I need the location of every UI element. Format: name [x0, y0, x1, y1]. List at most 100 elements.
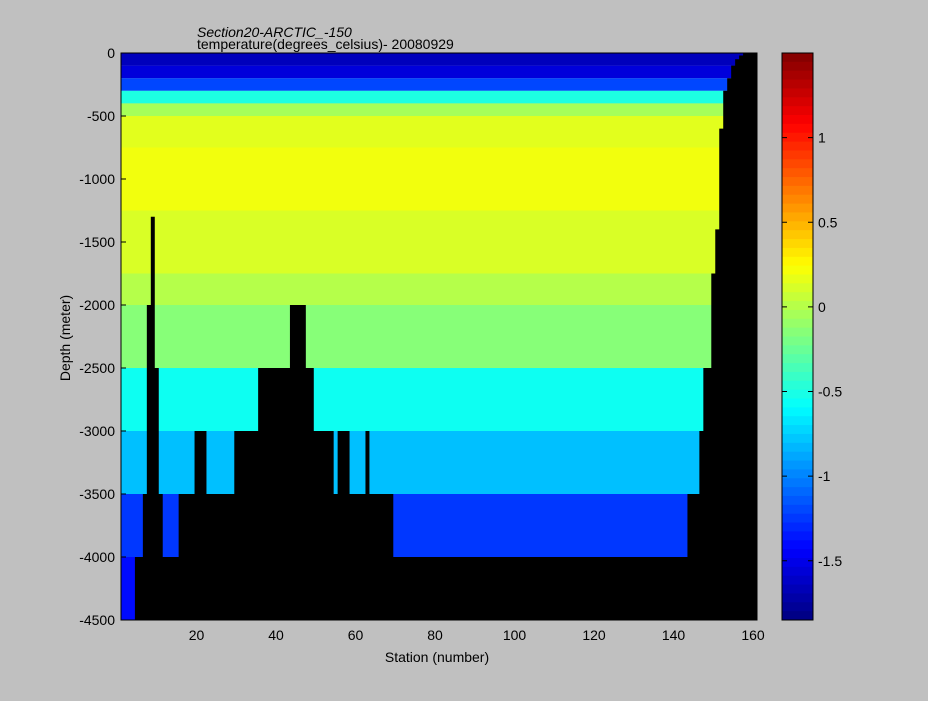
- colorbar-swatch: [782, 177, 813, 187]
- colorbar-swatch: [782, 185, 813, 196]
- y-tick-label: -1500: [79, 234, 115, 250]
- colorbar-swatch: [782, 301, 813, 311]
- colorbar-tick-label: 0: [818, 299, 826, 315]
- colorbar-swatch: [782, 106, 813, 116]
- colorbar-swatch: [782, 593, 813, 603]
- colorbar-swatch: [782, 212, 813, 222]
- y-axis-label: Depth (meter): [57, 295, 73, 381]
- colorbar-swatch: [782, 487, 813, 497]
- colorbar-swatch: [782, 168, 813, 178]
- chart-subtitle: temperature(degrees_celsius)- 20080929: [197, 36, 454, 52]
- x-tick-label: 120: [582, 627, 606, 643]
- plot-area: [120, 52, 758, 621]
- temperature-layer: [121, 90, 757, 104]
- colorbar-swatch: [782, 557, 813, 568]
- colorbar-swatch: [782, 239, 813, 249]
- colorbar-tick-label: 0.5: [818, 214, 838, 230]
- colorbar-swatch: [782, 53, 813, 63]
- x-tick-label: 160: [741, 627, 765, 643]
- colorbar-tick-label: 1: [818, 130, 826, 146]
- x-tick-label: 20: [189, 627, 205, 643]
- colorbar-swatch: [782, 292, 813, 302]
- colorbar-swatch: [782, 398, 813, 408]
- colorbar-swatch: [782, 522, 813, 532]
- temperature-layer: [121, 431, 757, 494]
- colorbar-swatch: [782, 575, 813, 586]
- colorbar-swatch: [782, 363, 813, 373]
- y-tick-label: -3000: [79, 423, 115, 439]
- y-tick-label: -2500: [79, 360, 115, 376]
- colorbar-swatch: [782, 150, 813, 160]
- colorbar-swatch: [782, 584, 813, 594]
- plot-frame: [120, 52, 758, 621]
- temperature-layer: [121, 305, 757, 368]
- colorbar-swatch: [782, 416, 813, 426]
- colorbar-swatch: [782, 566, 813, 577]
- colorbar-swatch: [782, 123, 813, 134]
- colorbar-swatch: [782, 380, 813, 391]
- temperature-layer: [121, 78, 757, 91]
- colorbar-tick-label: -1: [818, 468, 831, 484]
- y-tick-label: -4500: [79, 612, 115, 628]
- colorbar-swatch: [782, 513, 813, 524]
- colorbar-swatch: [782, 540, 813, 550]
- colorbar-swatch: [782, 371, 813, 382]
- y-tick-label: -500: [87, 108, 115, 124]
- y-axis: 0 -500 -1000 -1500 -2000 -2500 -3000 -3500 -4000…: [79, 45, 126, 628]
- colorbar-swatch: [782, 460, 813, 470]
- colorbar-swatch: [782, 425, 813, 435]
- colorbar-frame: [781, 52, 814, 621]
- colorbar-swatch: [782, 230, 813, 240]
- y-tick-label: 0: [107, 45, 115, 61]
- temperature-layer: [121, 368, 757, 431]
- colorbar-swatch: [782, 141, 813, 151]
- temperature-layer: [121, 273, 757, 305]
- colorbar-swatch: [782, 203, 813, 213]
- x-tick-label: 60: [348, 627, 364, 643]
- colorbar-swatch: [782, 327, 813, 337]
- y-tick-label: -3500: [79, 486, 115, 502]
- temperature-layer: [121, 210, 757, 274]
- colorbar-swatch: [782, 451, 813, 462]
- colorbar-swatch: [782, 115, 813, 125]
- colorbar-swatch: [782, 336, 813, 346]
- colorbar-swatch: [782, 70, 813, 81]
- temperature-layer: [121, 147, 757, 211]
- colorbar: 1 0.5 0 -0.5 -1 -1.5: [781, 52, 842, 621]
- colorbar-swatch: [782, 309, 813, 320]
- colorbar-swatch: [782, 88, 813, 98]
- colorbar-swatch: [782, 469, 813, 479]
- colorbar-swatch: [782, 495, 813, 506]
- colorbar-swatch: [782, 531, 813, 541]
- colorbar-swatch: [782, 247, 813, 258]
- colorbar-swatch: [782, 345, 813, 355]
- y-tick-label: -4000: [79, 549, 115, 565]
- x-tick-label: 80: [427, 627, 443, 643]
- temperature-layer: [121, 103, 757, 116]
- colorbar-swatch: [782, 354, 813, 364]
- x-tick-label: 40: [268, 627, 284, 643]
- colorbar-swatch: [782, 97, 813, 107]
- colorbar-swatch: [782, 194, 813, 205]
- colorbar-swatch: [782, 504, 813, 515]
- colorbar-swatch: [782, 442, 813, 453]
- chart-title: Section20-ARCTIC_-150: [197, 24, 352, 40]
- colorbar-swatch: [782, 265, 813, 275]
- colorbar-swatch: [782, 611, 813, 621]
- temperature-layer: [121, 53, 757, 66]
- colorbar-swatch: [782, 478, 813, 488]
- colorbar-swatch: [782, 79, 813, 89]
- seafloor-mask: [121, 53, 757, 620]
- colorbar-swatch: [782, 132, 813, 143]
- x-tick-label: 100: [503, 627, 527, 643]
- colorbar-swatch: [782, 602, 813, 612]
- x-axis-label: Station (number): [385, 649, 489, 665]
- y-tick-label: -2000: [79, 297, 115, 313]
- colorbar-swatch: [782, 256, 813, 267]
- colorbar-swatch: [782, 221, 813, 231]
- colorbar-swatch: [782, 389, 813, 400]
- temperature-layer: [121, 116, 757, 148]
- colorbar-swatch: [782, 433, 813, 444]
- x-tick-label: 140: [662, 627, 686, 643]
